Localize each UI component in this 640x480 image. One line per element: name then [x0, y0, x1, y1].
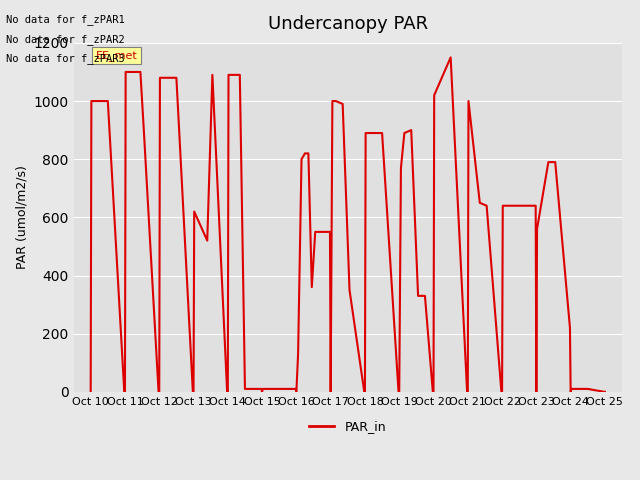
Text: EE_met: EE_met — [96, 50, 138, 61]
Text: No data for f_zPAR1: No data for f_zPAR1 — [6, 14, 125, 25]
Text: No data for f_zPAR2: No data for f_zPAR2 — [6, 34, 125, 45]
Y-axis label: PAR (umol/m2/s): PAR (umol/m2/s) — [15, 166, 28, 269]
Text: No data for f_zPAR3: No data for f_zPAR3 — [6, 53, 125, 64]
Legend: PAR_in: PAR_in — [305, 415, 391, 438]
Title: Undercanopy PAR: Undercanopy PAR — [268, 15, 428, 33]
